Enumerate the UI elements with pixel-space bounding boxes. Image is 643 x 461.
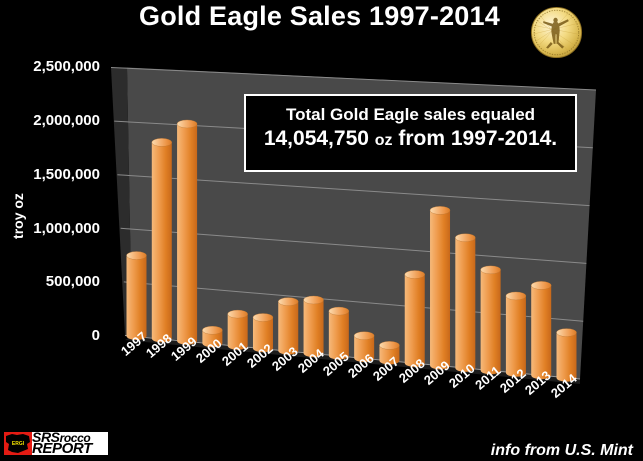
svg-text:ERGI: ERGI — [12, 441, 25, 447]
